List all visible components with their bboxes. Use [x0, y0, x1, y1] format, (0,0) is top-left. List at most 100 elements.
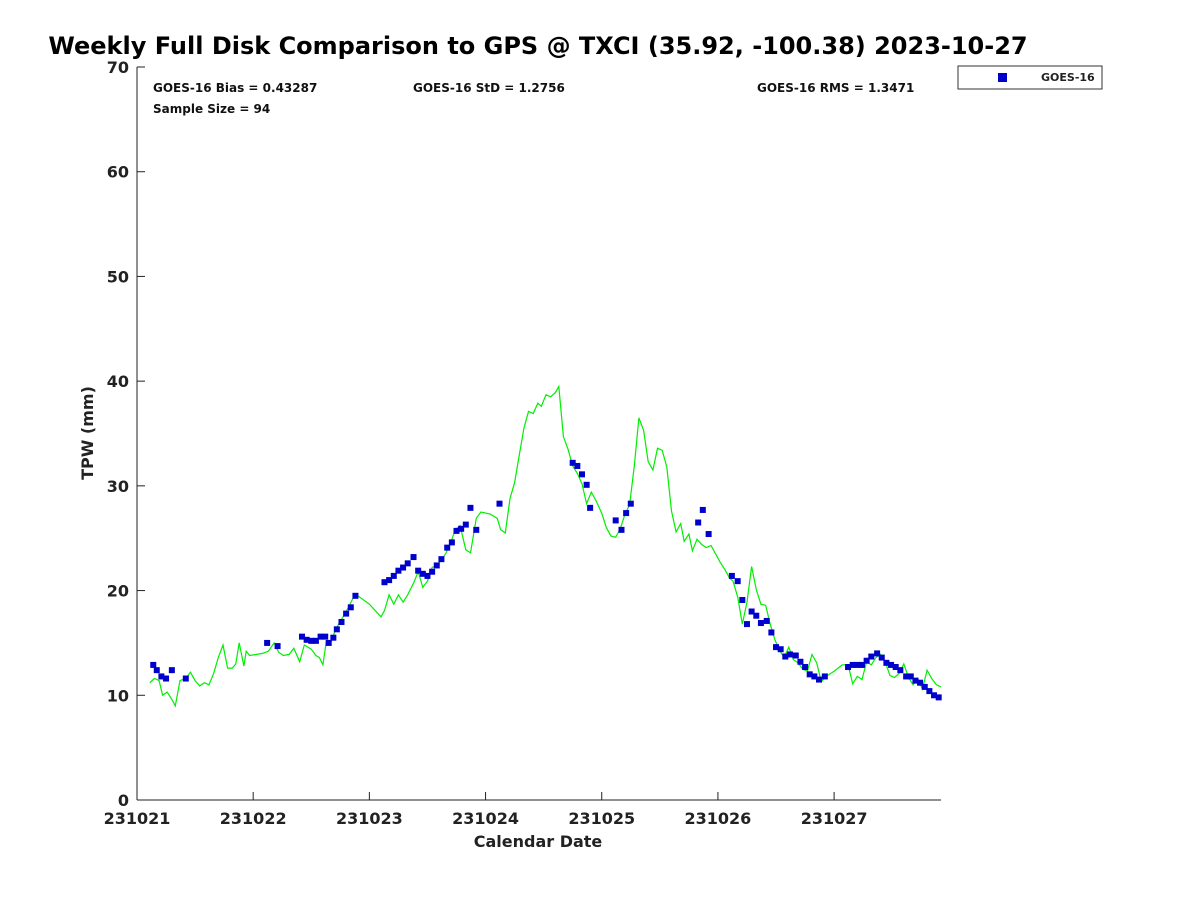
goes16-point [347, 604, 354, 611]
plot-area: 0 10 20 30 40 50 60 70 231021 231022 231023 231024 2… [104, 58, 942, 828]
goes16-point [274, 643, 281, 650]
goes16-point [874, 650, 881, 657]
goes16-point [907, 673, 914, 680]
goes16-point [757, 620, 764, 627]
y-tick-label: 0 [118, 791, 129, 810]
goes16-point [777, 646, 784, 653]
goes16-point [753, 612, 760, 619]
x-tick-label: 231025 [568, 809, 635, 828]
goes16-point [330, 634, 337, 641]
goes16-point [763, 617, 770, 624]
goes16-point [849, 661, 856, 668]
goes16-point [931, 692, 938, 699]
goes16-point [153, 667, 160, 674]
goes16-point [578, 471, 585, 478]
y-axis-label: TPW (mm) [78, 386, 97, 480]
goes16-point [612, 517, 619, 524]
goes16-point [792, 652, 799, 659]
goes16-point [438, 556, 445, 563]
y-tick-label: 60 [107, 163, 129, 182]
goes16-point [773, 644, 780, 651]
goes16-point [921, 683, 928, 690]
goes16-point [806, 671, 813, 678]
goes16-point [150, 661, 157, 668]
bias-stat: GOES-16 Bias = 0.43287 [153, 81, 317, 95]
goes16-point [926, 688, 933, 695]
goes16-point [587, 504, 594, 511]
goes16-point [768, 629, 775, 636]
goes16-point [404, 560, 411, 567]
goes16-point [386, 577, 393, 584]
goes16-point [400, 564, 407, 571]
goes16-point [338, 618, 345, 625]
goes16-point [868, 653, 875, 660]
goes16-point [303, 636, 310, 643]
goes16-point [419, 570, 426, 577]
x-tick-label: 231023 [336, 809, 403, 828]
std-stat: GOES-16 StD = 1.2756 [413, 81, 565, 95]
goes16-point [782, 653, 789, 660]
goes16-point [786, 651, 793, 658]
goes16-point [695, 519, 702, 526]
goes16-point [322, 633, 329, 640]
x-tick-label: 231026 [685, 809, 752, 828]
goes16-point [395, 567, 402, 574]
goes16-point [734, 578, 741, 585]
goes16-point [458, 525, 465, 532]
goes16-point [912, 677, 919, 684]
goes16-point [743, 621, 750, 628]
goes16-point [444, 544, 451, 551]
goes16-point [821, 673, 828, 680]
goes16-point [496, 500, 503, 507]
goes16-point [797, 658, 804, 665]
goes16-point [878, 654, 885, 661]
gps-series-line [149, 384, 942, 708]
legend-box [957, 65, 1103, 90]
goes16-point [462, 521, 469, 528]
y-tick-label: 10 [107, 686, 129, 705]
goes16-point [317, 633, 324, 640]
goes16-point [264, 639, 271, 646]
goes16-point [917, 679, 924, 686]
sample-size-stat: Sample Size = 94 [153, 102, 270, 116]
goes16-point [858, 661, 865, 668]
goes16-point [298, 633, 305, 640]
goes16-point [705, 531, 712, 538]
goes16-point [158, 673, 165, 680]
goes16-point [627, 500, 634, 507]
x-tick-label: 231022 [220, 809, 287, 828]
goes16-point [390, 572, 397, 579]
goes16-point [467, 504, 474, 511]
goes16-point [854, 661, 861, 668]
rms-stat: GOES-16 RMS = 1.3471 [757, 81, 914, 95]
goes16-point [897, 667, 904, 674]
goes16-point [410, 554, 417, 561]
x-tick-label: 231027 [801, 809, 868, 828]
goes16-point [863, 657, 870, 664]
goes16-point [583, 481, 590, 488]
x-tick-label: 231021 [104, 809, 171, 828]
goes16-point [892, 664, 899, 671]
goes16-point [168, 667, 175, 674]
goes16-point [453, 527, 460, 534]
goes16-point [739, 596, 746, 603]
chart-title: Weekly Full Disk Comparison to GPS @ TXC… [48, 32, 1027, 60]
goes16-point [903, 673, 910, 680]
goes16-point [182, 675, 189, 682]
goes16-point [811, 673, 818, 680]
goes16-point [845, 664, 852, 671]
goes16-point [748, 608, 755, 615]
legend-label-goes16: GOES-16 [1041, 71, 1095, 84]
goes16-point [888, 661, 895, 668]
goes16-point [429, 568, 436, 575]
goes16-point [163, 675, 170, 682]
goes16-point [883, 659, 890, 666]
goes16-point [343, 610, 350, 617]
goes16-point [618, 526, 625, 533]
legend: GOES-16 [957, 65, 1103, 90]
goes16-point [935, 694, 942, 701]
goes16-point [352, 592, 359, 599]
legend-marker-goes16 [998, 73, 1007, 82]
goes16-point [448, 539, 455, 546]
